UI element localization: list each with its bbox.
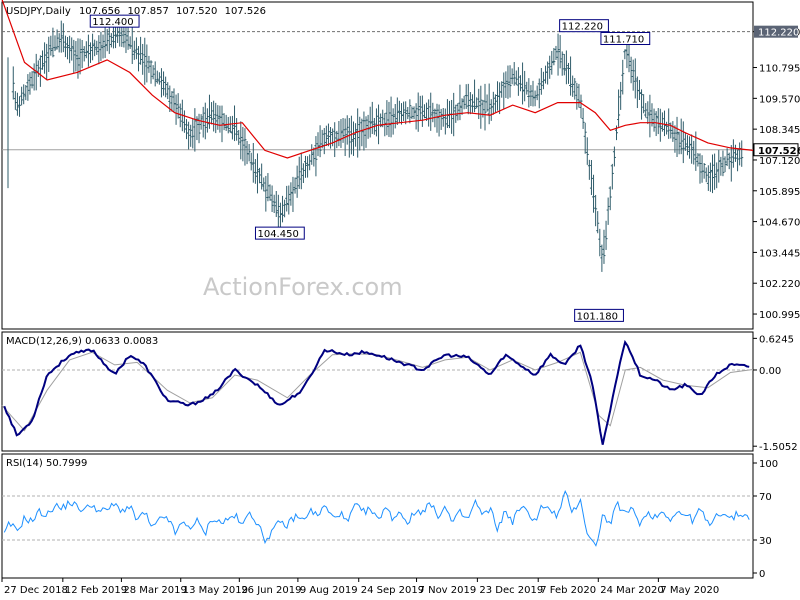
price-callout: 104.450 xyxy=(254,226,305,240)
price-tick-label: 109.570 xyxy=(759,94,800,105)
rsi-layer xyxy=(2,490,753,547)
resistance-label: 112.220 xyxy=(758,28,799,39)
macd-tick-label: 0.00 xyxy=(759,366,781,377)
x-tick-label: 27 Dec 2018 xyxy=(4,585,68,596)
price-tick-label: 110.795 xyxy=(759,64,800,75)
watermark: ActionForex.com xyxy=(203,273,403,301)
x-tick-label: 24 Sep 2019 xyxy=(361,585,424,596)
rsi-tick-label: 30 xyxy=(759,536,772,547)
rsi-tick-label: 70 xyxy=(759,492,772,503)
price-panel-frame xyxy=(1,1,754,330)
price-tick-label: 102.220 xyxy=(759,279,800,290)
x-tick-label: 28 Mar 2019 xyxy=(123,585,186,596)
price-callout-box xyxy=(559,19,609,33)
ohlc-high: 107.857 xyxy=(127,6,168,17)
current-price-label-box xyxy=(753,143,799,157)
ohlc-close: 107.526 xyxy=(225,6,266,17)
price-callout: 112.220 xyxy=(559,19,609,33)
macd-tick-label: 0.6245 xyxy=(759,334,794,345)
resistance-label-box xyxy=(754,25,798,38)
x-tick-label: 7 Feb 2020 xyxy=(540,585,596,596)
price-tick-label: 100.995 xyxy=(759,310,800,321)
x-tick-label: 13 May 2019 xyxy=(183,585,248,596)
x-tick-label: 24 Mar 2020 xyxy=(600,585,663,596)
rsi-panel-label: RSI(14) 50.7999 xyxy=(6,458,87,469)
rsi-panel-frame xyxy=(1,453,754,579)
price-callout-label: 104.450 xyxy=(257,229,298,240)
x-tick-label: 7 Nov 2019 xyxy=(419,585,477,596)
macd-layer xyxy=(1,339,754,445)
macd-tick-label: -1.5052 xyxy=(759,442,798,453)
price-callout-box xyxy=(254,226,305,240)
rsi-tick-label: 0 xyxy=(759,569,765,580)
price-tick-label: 108.345 xyxy=(759,125,800,136)
x-tick-label: 9 Aug 2019 xyxy=(300,585,358,596)
macd-panel-label: MACD(12,26,9) 0.0633 0.0083 xyxy=(6,336,158,347)
x-tick-label: 12 Feb 2019 xyxy=(65,585,127,596)
macd-signal-line xyxy=(1,351,754,432)
ohlc-open: 107.656 xyxy=(79,6,120,17)
x-tick-label: 7 May 2020 xyxy=(660,585,719,596)
rsi-tick-label: 100 xyxy=(759,459,778,470)
axes-layer: 112.220 110.795 109.570 108.345 107.120 105.8… xyxy=(1,25,800,596)
price-callout-box xyxy=(89,14,140,28)
price-callout: 112.400 xyxy=(89,14,140,28)
price-tick-label: 104.670 xyxy=(759,218,800,229)
moving-average-line xyxy=(1,0,754,159)
ohlc-low: 107.520 xyxy=(176,6,217,17)
rsi-line xyxy=(3,490,750,547)
current-price-label: 107.526 xyxy=(758,146,800,157)
price-callout-label: 111.710 xyxy=(603,35,644,46)
price-callout-label: 101.180 xyxy=(577,311,618,322)
price-callout-label: 112.400 xyxy=(92,17,133,28)
macd-line xyxy=(3,339,750,445)
price-callout-box xyxy=(600,32,651,46)
symbol-label: USDJPY xyxy=(6,6,43,17)
timeframe-label: Daily xyxy=(45,6,70,17)
price-callout: 111.710 xyxy=(600,32,651,46)
price-panel-header: USDJPY,Daily 107.656 107.857 107.520 107… xyxy=(6,6,266,17)
x-tick-label: 23 Dec 2019 xyxy=(479,585,543,596)
price-callout-label: 112.220 xyxy=(562,22,603,33)
price-tick-label: 103.445 xyxy=(759,248,800,259)
price-callout: 101.180 xyxy=(574,308,624,322)
price-callout-box xyxy=(574,308,624,322)
price-tick-label: 107.120 xyxy=(759,156,800,167)
price-tick-label: 105.895 xyxy=(759,187,800,198)
x-tick-label: 26 Jun 2019 xyxy=(241,585,301,596)
macd-panel-frame xyxy=(1,331,754,452)
